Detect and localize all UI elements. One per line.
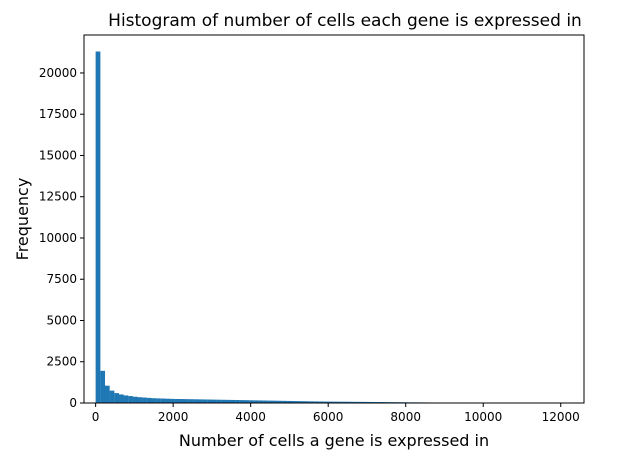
histogram-bar bbox=[128, 396, 133, 403]
x-tick-label: 6000 bbox=[313, 410, 344, 424]
histogram-bar bbox=[118, 394, 124, 403]
x-tick-label: 0 bbox=[92, 410, 100, 424]
y-tick-label: 20000 bbox=[39, 66, 77, 80]
plot-frame bbox=[83, 34, 585, 404]
histogram-bar bbox=[230, 399, 236, 403]
histogram-bar bbox=[184, 399, 189, 403]
histogram-bar bbox=[309, 401, 315, 403]
y-tick-label: 12500 bbox=[39, 190, 77, 204]
histogram-bar bbox=[267, 400, 273, 403]
histogram-bar bbox=[114, 393, 119, 403]
histogram-bar bbox=[244, 400, 250, 403]
histogram-bar bbox=[356, 401, 361, 403]
histogram-bar bbox=[295, 401, 301, 403]
histogram-bar bbox=[225, 399, 231, 403]
histogram-bar bbox=[263, 400, 268, 403]
y-tick-label: 17500 bbox=[39, 107, 77, 121]
axes: 0 2000 4000 6000 8000 10000 12000 0 2500 5000 7500… bbox=[39, 34, 585, 424]
histogram-bar bbox=[104, 385, 110, 403]
histogram-bar bbox=[328, 401, 333, 403]
histogram-bar bbox=[132, 396, 138, 403]
histogram-bar bbox=[235, 400, 240, 403]
histogram-bar bbox=[170, 398, 175, 403]
histogram-bar bbox=[300, 401, 306, 403]
y-tick-label: 5000 bbox=[46, 313, 77, 327]
histogram-bar bbox=[351, 401, 357, 403]
histogram-bar bbox=[370, 401, 375, 403]
histogram-bars bbox=[95, 51, 561, 403]
histogram-bar bbox=[100, 370, 106, 403]
histogram-bar bbox=[197, 399, 203, 403]
histogram-bar bbox=[281, 400, 287, 403]
histogram-bar bbox=[346, 401, 352, 403]
histogram-bar bbox=[277, 400, 282, 403]
histogram-bar bbox=[160, 398, 166, 403]
x-axis-label: Number of cells a gene is expressed in bbox=[179, 431, 489, 450]
histogram-bar bbox=[202, 399, 208, 403]
y-tick-label: 10000 bbox=[39, 231, 77, 245]
histogram-bar bbox=[174, 398, 180, 403]
y-axis-label: Frequency bbox=[13, 178, 32, 261]
histogram-bar bbox=[137, 397, 143, 403]
y-tick-label: 2500 bbox=[46, 355, 77, 369]
x-tick-label: 10000 bbox=[464, 410, 502, 424]
histogram-bar bbox=[221, 399, 226, 403]
histogram-bar bbox=[239, 400, 245, 403]
histogram-bar bbox=[156, 398, 161, 403]
histogram-bar bbox=[253, 400, 259, 403]
histogram-bar bbox=[332, 401, 338, 403]
histogram-bar bbox=[146, 397, 152, 403]
y-tick-label: 7500 bbox=[46, 272, 77, 286]
histogram-bar bbox=[207, 399, 213, 403]
histogram-bar bbox=[337, 401, 343, 403]
histogram-bar bbox=[211, 399, 217, 403]
histogram-bar bbox=[123, 395, 129, 403]
histogram-bar bbox=[249, 400, 254, 403]
histogram-bar bbox=[360, 401, 366, 403]
chart-title: Histogram of number of cells each gene i… bbox=[108, 11, 582, 31]
histogram-bar bbox=[193, 399, 199, 403]
histogram-bar bbox=[165, 398, 171, 403]
histogram-bar bbox=[216, 399, 222, 403]
histogram-bar bbox=[258, 400, 264, 403]
histogram-bar bbox=[95, 51, 101, 403]
histogram-bar bbox=[142, 397, 147, 403]
histogram-bar bbox=[286, 400, 292, 403]
x-tick-label: 8000 bbox=[390, 410, 421, 424]
x-tick-label: 2000 bbox=[158, 410, 189, 424]
histogram-bar bbox=[151, 398, 157, 403]
histogram-bar bbox=[290, 401, 296, 403]
histogram-bar bbox=[304, 401, 310, 403]
x-tick-label: 12000 bbox=[542, 410, 580, 424]
histogram-bar bbox=[323, 401, 329, 403]
y-tick-label: 15000 bbox=[39, 148, 77, 162]
x-tick-label: 4000 bbox=[235, 410, 266, 424]
histogram-bar bbox=[314, 401, 319, 403]
histogram-bar bbox=[179, 399, 185, 403]
histogram-bar bbox=[342, 401, 347, 403]
histogram-bar bbox=[272, 400, 278, 403]
histogram-bar bbox=[318, 401, 324, 403]
histogram-bar bbox=[188, 399, 194, 403]
histogram-bar bbox=[109, 390, 115, 403]
histogram-bar bbox=[365, 401, 371, 403]
y-tick-label: 0 bbox=[69, 396, 77, 410]
